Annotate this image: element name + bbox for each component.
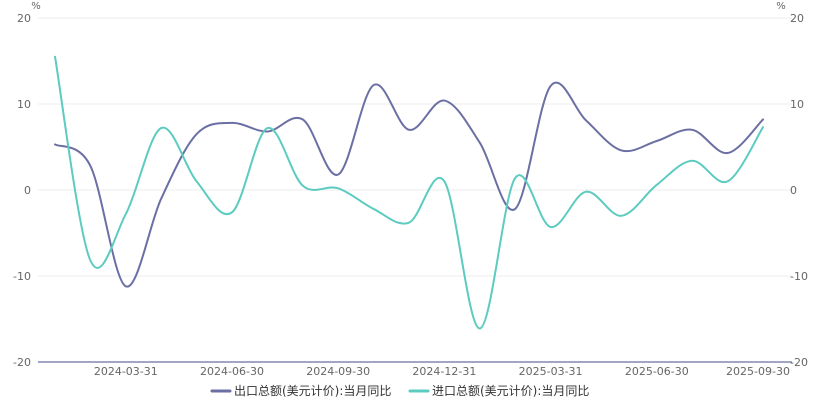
legend: 出口总额(美元计价):当月同比 进口总额(美元计价):当月同比 [210, 384, 589, 398]
y-unit-right: % [776, 1, 786, 12]
x-tick-2024-09-30: 2024-09-30 [306, 365, 370, 378]
y-unit-left: % [31, 1, 41, 12]
legend-label-1: 出口总额(美元计价):当月同比 [234, 384, 391, 398]
x-tick-2024-03-31: 2024-03-31 [94, 365, 158, 378]
y-tick-left-10: 10 [17, 98, 31, 111]
y-tick-left--10: -10 [13, 270, 31, 283]
series-line-2 [54, 55, 764, 330]
y-tick-right-0: 0 [790, 184, 797, 197]
grid-lines [38, 17, 792, 277]
x-tick-2025-09-30: 2025-09-30 [726, 365, 790, 378]
y-tick-left-20: 20 [17, 12, 31, 25]
series-lines [54, 55, 764, 330]
legend-label-2: 进口总额(美元计价):当月同比 [432, 384, 589, 398]
y-tick-right-10: 10 [790, 98, 804, 111]
y-tick-left-0: 0 [24, 184, 31, 197]
series-line-1 [54, 81, 764, 288]
y-tick-right-20: 20 [790, 12, 804, 25]
x-tick-2024-06-30: 2024-06-30 [200, 365, 264, 378]
y-tick-right--20: -20 [790, 356, 808, 369]
x-tick-2025-03-31: 2025-03-31 [519, 365, 583, 378]
x-tick-2025-06-30: 2025-06-30 [625, 365, 689, 378]
y-tick-right--10: -10 [790, 270, 808, 283]
x-tick-2024-12-31: 2024-12-31 [412, 365, 476, 378]
y-tick-left--20: -20 [13, 356, 31, 369]
axes: 20 20 10 10 0 0 -10 -10 -20 -20% % 2024-03-31 2024-0… [13, 1, 808, 378]
